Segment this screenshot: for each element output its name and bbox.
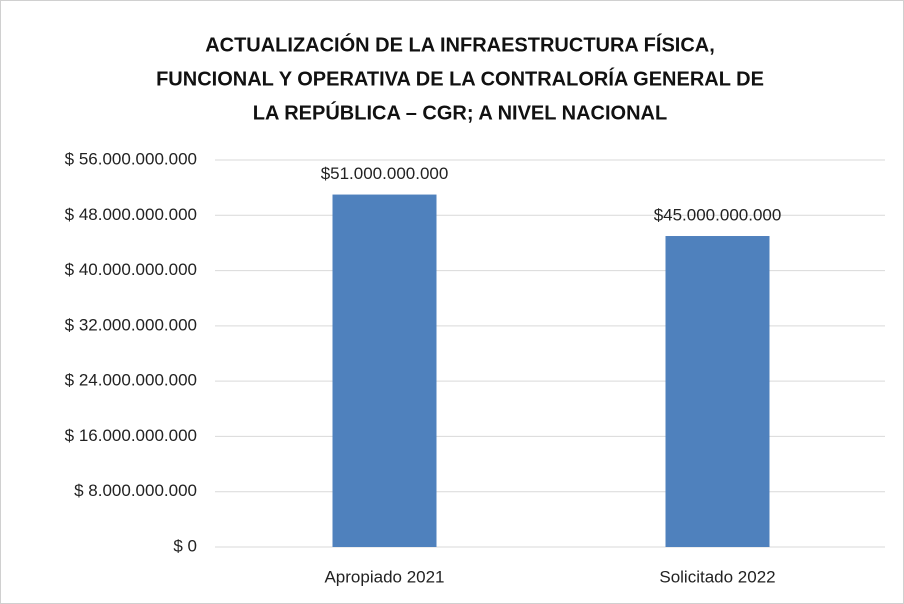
y-tick-label: $ 8.000.000.000 [74, 481, 197, 500]
y-tick-label: $ 48.000.000.000 [65, 205, 197, 224]
y-tick-label: $ 56.000.000.000 [65, 149, 197, 168]
bar [665, 236, 770, 547]
y-tick-label: $ 40.000.000.000 [65, 260, 197, 279]
chart-title: FUNCIONAL Y OPERATIVA DE LA CONTRALORÍA … [156, 67, 764, 90]
x-tick-label: Solicitado 2022 [659, 567, 775, 586]
y-tick-label: $ 16.000.000.000 [65, 426, 197, 445]
chart-title: LA REPÚBLICA – CGR; A NIVEL NACIONAL [253, 100, 667, 124]
data-label: $51.000.000.000 [321, 164, 449, 183]
y-tick-label: $ 32.000.000.000 [65, 315, 197, 334]
chart-title: ACTUALIZACIÓN DE LA INFRAESTRUCTURA FÍSI… [205, 32, 715, 56]
y-tick-label: $ 24.000.000.000 [65, 371, 197, 390]
data-label: $45.000.000.000 [654, 206, 782, 225]
y-tick-label: $ 0 [173, 536, 197, 555]
bar [332, 194, 437, 547]
x-tick-label: Apropiado 2021 [324, 567, 444, 586]
